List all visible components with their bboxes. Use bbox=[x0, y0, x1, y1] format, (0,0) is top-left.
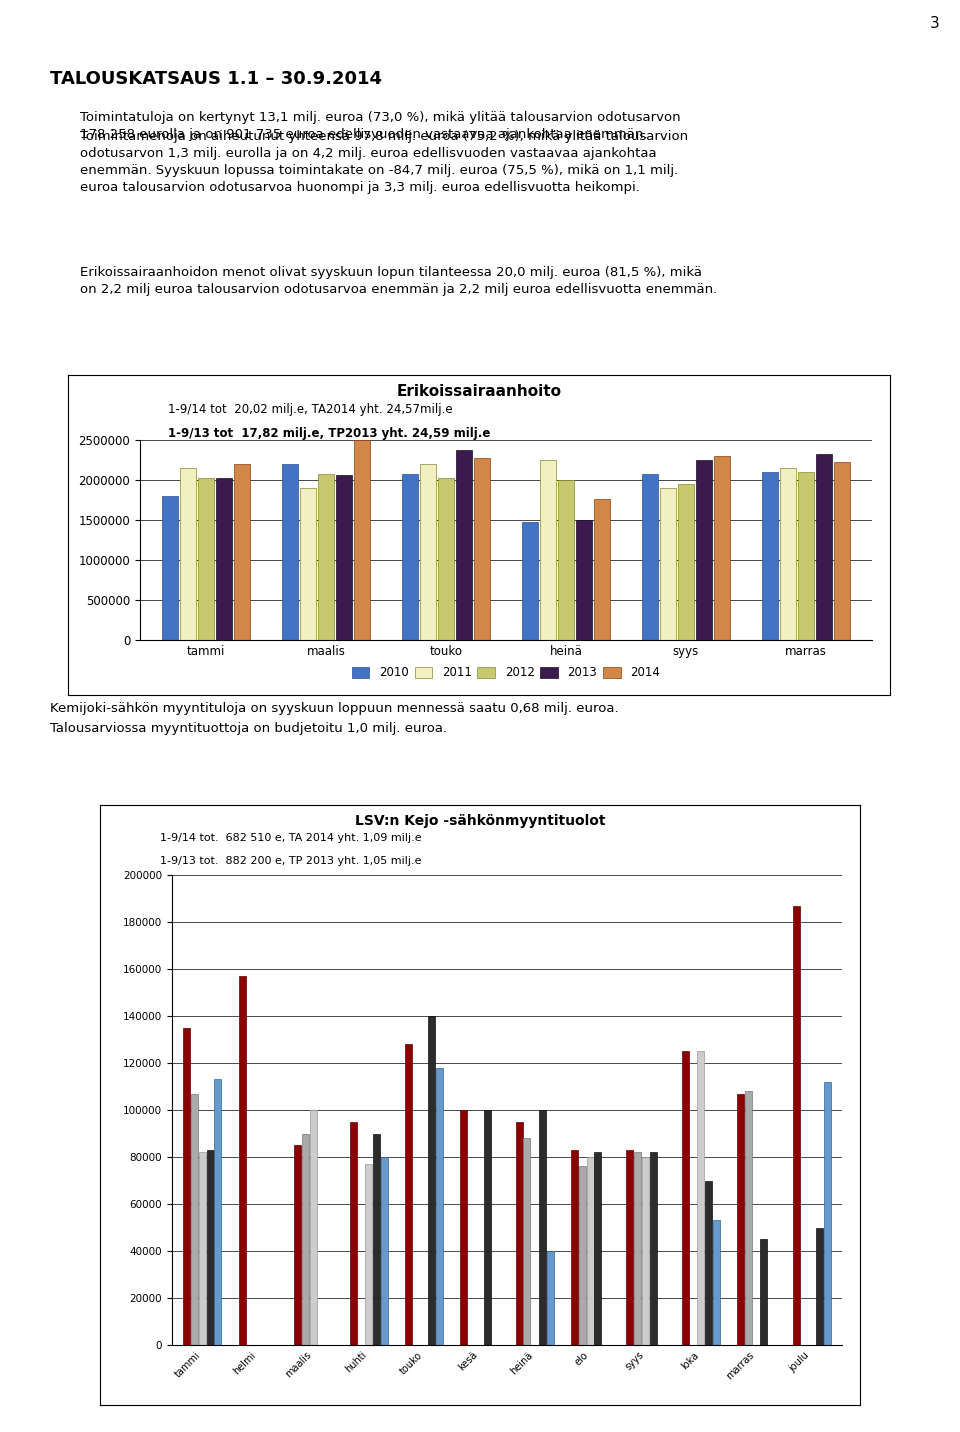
Bar bbox=[579, 1167, 586, 1345]
Text: 1-9/13 tot.  882 200 e, TP 2013 yht. 1,05 milj.e: 1-9/13 tot. 882 200 e, TP 2013 yht. 1,05… bbox=[160, 856, 421, 866]
Bar bbox=[523, 1138, 531, 1345]
Bar bbox=[824, 1081, 830, 1345]
Bar bbox=[522, 523, 539, 640]
Bar bbox=[816, 454, 832, 640]
Bar bbox=[239, 977, 246, 1345]
Bar bbox=[834, 463, 851, 640]
Bar bbox=[428, 1015, 435, 1345]
Bar bbox=[484, 1110, 491, 1345]
Bar bbox=[660, 488, 676, 640]
Text: TALOUSKATSAUS 1.1 – 30.9.2014: TALOUSKATSAUS 1.1 – 30.9.2014 bbox=[50, 70, 382, 87]
Bar bbox=[461, 1110, 468, 1345]
Text: Erikoissairaanhoidon menot olivat syyskuun lopun tilanteessa 20,0 milj. euroa (8: Erikoissairaanhoidon menot olivat syysku… bbox=[80, 266, 717, 296]
Bar bbox=[571, 1150, 578, 1345]
Bar bbox=[793, 905, 800, 1345]
Bar bbox=[760, 1239, 767, 1345]
Bar bbox=[436, 1068, 443, 1345]
Bar bbox=[372, 1134, 380, 1345]
Bar bbox=[206, 1150, 214, 1345]
Bar bbox=[816, 1227, 823, 1345]
Bar bbox=[405, 1044, 412, 1345]
Bar bbox=[300, 488, 316, 640]
Bar bbox=[539, 1110, 546, 1345]
Bar bbox=[349, 1121, 356, 1345]
Text: Erikoissairaanhoito: Erikoissairaanhoito bbox=[396, 384, 562, 398]
Text: Toimintamenoja on aiheutunut yhteensä 97,8 milj. euroa (75,2 %), mikä ylitää tal: Toimintamenoja on aiheutunut yhteensä 97… bbox=[80, 130, 688, 193]
Bar bbox=[474, 458, 491, 640]
Text: 3: 3 bbox=[930, 17, 940, 32]
Bar bbox=[546, 1252, 554, 1345]
Bar bbox=[798, 473, 814, 640]
Bar bbox=[438, 478, 454, 640]
Bar bbox=[380, 1157, 388, 1345]
Text: LSV:n Kejo -sähkönmyyntituolot: LSV:n Kejo -sähkönmyyntituolot bbox=[355, 813, 605, 828]
Bar bbox=[420, 464, 436, 640]
Bar bbox=[191, 1094, 198, 1345]
Bar bbox=[594, 500, 611, 640]
Bar bbox=[705, 1180, 712, 1345]
Bar bbox=[354, 440, 371, 640]
Legend: 2010, 2011, 2012, 2013, 2014: 2010, 2011, 2012, 2013, 2014 bbox=[347, 662, 665, 684]
Bar bbox=[745, 1091, 752, 1345]
Bar bbox=[737, 1094, 744, 1345]
Text: 1-9/13 tot  17,82 milj.e, TP2013 yht. 24,59 milj.e: 1-9/13 tot 17,82 milj.e, TP2013 yht. 24,… bbox=[168, 427, 491, 440]
Bar bbox=[199, 1153, 206, 1345]
Bar bbox=[294, 1146, 301, 1345]
Bar bbox=[713, 1220, 720, 1345]
Bar bbox=[365, 1164, 372, 1345]
Text: 1-9/14 tot  20,02 milj.e, TA2014 yht. 24,57milj.e: 1-9/14 tot 20,02 milj.e, TA2014 yht. 24,… bbox=[168, 402, 452, 417]
Bar bbox=[183, 1028, 190, 1345]
Bar bbox=[540, 460, 556, 640]
Bar bbox=[336, 475, 352, 640]
Bar bbox=[696, 460, 712, 640]
Bar bbox=[214, 1080, 222, 1345]
Text: 1-9/14 tot.  682 510 e, TA 2014 yht. 1,09 milj.e: 1-9/14 tot. 682 510 e, TA 2014 yht. 1,09… bbox=[160, 833, 421, 843]
Bar bbox=[234, 464, 251, 640]
Bar bbox=[576, 520, 592, 640]
Bar bbox=[318, 474, 334, 640]
Bar bbox=[714, 455, 731, 640]
Bar bbox=[198, 478, 214, 640]
Bar bbox=[697, 1051, 705, 1345]
Bar bbox=[587, 1157, 593, 1345]
Bar bbox=[516, 1121, 522, 1345]
Bar bbox=[635, 1153, 641, 1345]
Bar bbox=[642, 474, 659, 640]
Bar bbox=[627, 1150, 634, 1345]
Bar bbox=[678, 484, 694, 640]
Bar bbox=[162, 495, 179, 640]
Bar bbox=[650, 1153, 657, 1345]
Bar bbox=[558, 480, 574, 640]
Bar bbox=[282, 464, 299, 640]
Text: Talousarviossa myyntituottoja on budjetoitu 1,0 milj. euroa.: Talousarviossa myyntituottoja on budjeto… bbox=[50, 722, 447, 735]
Bar bbox=[682, 1051, 688, 1345]
Bar bbox=[780, 468, 796, 640]
Bar bbox=[310, 1110, 317, 1345]
Text: Kemijoki-sähkön myyntituloja on syyskuun loppuun mennessä saatu 0,68 milj. euroa: Kemijoki-sähkön myyntituloja on syyskuun… bbox=[50, 702, 618, 715]
Bar bbox=[594, 1153, 601, 1345]
Bar bbox=[762, 473, 779, 640]
Bar bbox=[642, 1157, 649, 1345]
Bar bbox=[216, 478, 232, 640]
Bar bbox=[302, 1134, 309, 1345]
Bar bbox=[402, 474, 419, 640]
Bar bbox=[180, 468, 196, 640]
Bar bbox=[456, 451, 472, 640]
Text: Toimintatuloja on kertynyt 13,1 milj. euroa (73,0 %), mikä ylitää talousarvion o: Toimintatuloja on kertynyt 13,1 milj. eu… bbox=[80, 112, 681, 140]
